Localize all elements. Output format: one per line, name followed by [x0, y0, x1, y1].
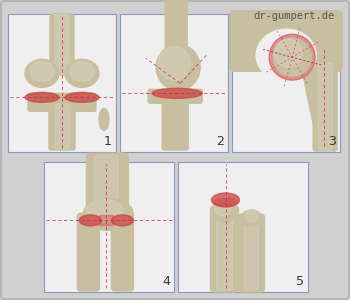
FancyBboxPatch shape	[8, 14, 116, 152]
Ellipse shape	[65, 59, 99, 87]
Ellipse shape	[269, 34, 315, 80]
FancyBboxPatch shape	[318, 63, 332, 150]
Text: 5: 5	[296, 275, 304, 288]
Ellipse shape	[245, 211, 258, 221]
Text: 2: 2	[216, 135, 224, 148]
FancyBboxPatch shape	[86, 153, 128, 218]
Ellipse shape	[241, 210, 261, 226]
Text: 1: 1	[104, 135, 112, 148]
Ellipse shape	[273, 38, 311, 76]
FancyBboxPatch shape	[162, 95, 188, 150]
FancyBboxPatch shape	[238, 214, 265, 292]
FancyBboxPatch shape	[44, 162, 174, 292]
FancyBboxPatch shape	[217, 208, 232, 290]
Ellipse shape	[215, 202, 231, 216]
FancyBboxPatch shape	[49, 103, 75, 150]
FancyBboxPatch shape	[230, 11, 273, 63]
FancyBboxPatch shape	[55, 104, 69, 149]
Ellipse shape	[113, 215, 131, 230]
Ellipse shape	[212, 202, 237, 222]
FancyBboxPatch shape	[50, 14, 74, 75]
Ellipse shape	[211, 193, 239, 207]
Ellipse shape	[256, 29, 316, 81]
Ellipse shape	[70, 61, 94, 81]
FancyBboxPatch shape	[94, 155, 118, 216]
Ellipse shape	[30, 61, 54, 81]
FancyBboxPatch shape	[99, 215, 113, 225]
Ellipse shape	[111, 215, 133, 226]
FancyBboxPatch shape	[210, 206, 238, 292]
Text: dr-gumpert.de: dr-gumpert.de	[254, 11, 335, 21]
FancyBboxPatch shape	[111, 215, 133, 291]
FancyBboxPatch shape	[232, 14, 340, 152]
Ellipse shape	[214, 198, 238, 206]
FancyBboxPatch shape	[230, 11, 342, 71]
FancyBboxPatch shape	[148, 89, 202, 103]
Polygon shape	[302, 65, 334, 148]
Ellipse shape	[79, 215, 102, 226]
FancyBboxPatch shape	[165, 0, 187, 50]
Ellipse shape	[117, 215, 128, 225]
FancyBboxPatch shape	[55, 15, 69, 74]
Ellipse shape	[152, 88, 202, 98]
Ellipse shape	[99, 108, 109, 130]
Ellipse shape	[158, 46, 190, 80]
Ellipse shape	[156, 44, 200, 90]
FancyBboxPatch shape	[120, 14, 228, 152]
FancyBboxPatch shape	[245, 216, 259, 290]
FancyBboxPatch shape	[28, 93, 96, 111]
Ellipse shape	[25, 59, 59, 87]
Text: 3: 3	[328, 135, 336, 148]
Ellipse shape	[83, 198, 133, 230]
FancyBboxPatch shape	[178, 162, 308, 292]
FancyBboxPatch shape	[313, 62, 337, 151]
Ellipse shape	[274, 39, 302, 67]
Ellipse shape	[78, 212, 98, 228]
Ellipse shape	[25, 92, 59, 102]
Ellipse shape	[65, 92, 99, 102]
Ellipse shape	[86, 200, 122, 221]
FancyBboxPatch shape	[77, 213, 99, 291]
Text: 4: 4	[162, 275, 170, 288]
